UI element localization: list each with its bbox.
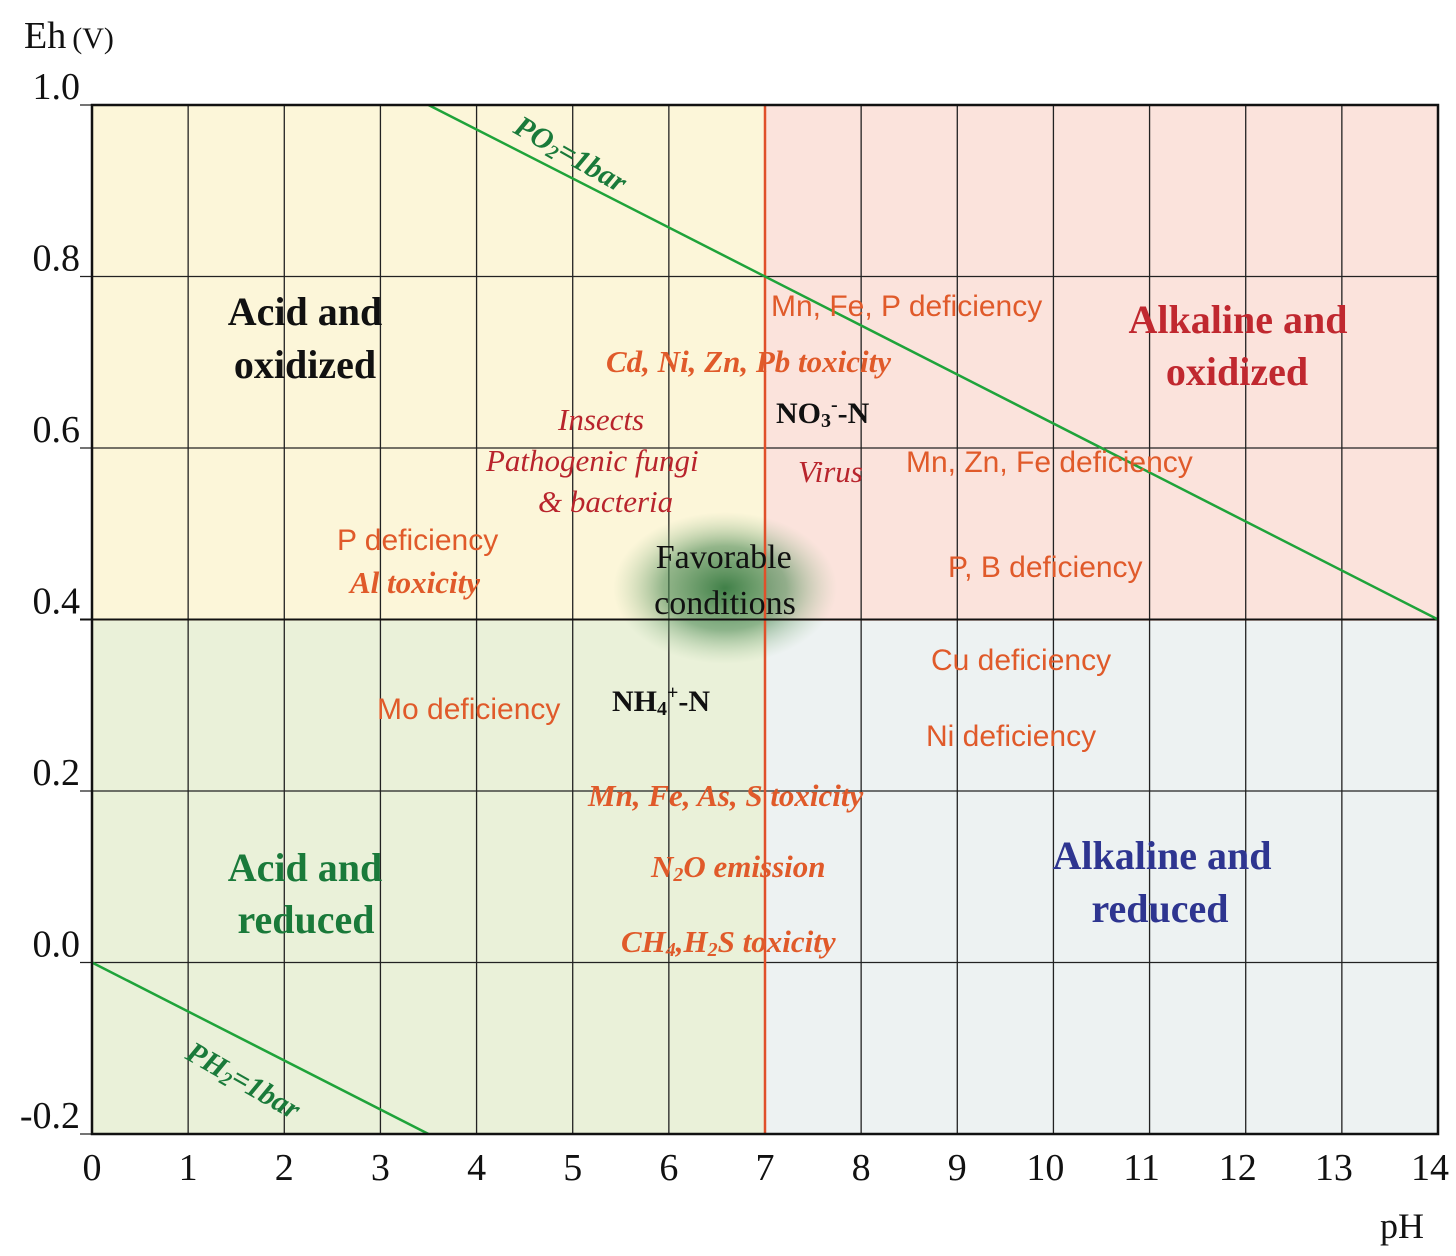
x-tick-label: 13 — [1315, 1147, 1353, 1189]
cd-ni-zn-pb-toxicity: Cd, Ni, Zn, Pb toxicity — [606, 344, 891, 379]
y-tick-label: -0.2 — [20, 1095, 80, 1137]
x-tick-label: 14 — [1411, 1147, 1449, 1189]
mn-zn-fe-deficiency: Mn, Zn, Fe deficiency — [906, 446, 1193, 479]
acid-reduced-zone — [92, 621, 766, 1134]
favorable-zone-blob — [613, 512, 837, 664]
x-tick-label: 6 — [659, 1147, 678, 1189]
mo-deficiency: Mo deficiency — [377, 693, 560, 726]
x-axis-title: pH — [1380, 1206, 1424, 1246]
p-b-deficiency: P, B deficiency — [948, 551, 1143, 584]
x-tick-labels: 0 1 2 3 4 5 6 7 8 9 10 11 12 13 14 — [83, 1147, 1450, 1189]
pathogenic-fungi: Pathogenic fungi — [485, 443, 699, 478]
ch4-h2s-toxicity: CH4,H2S toxicity — [621, 924, 836, 961]
x-tick-label: 7 — [756, 1147, 775, 1189]
cu-deficiency: Cu deficiency — [931, 644, 1111, 677]
alkaline-oxidized-label: Alkaline and oxidized — [1129, 297, 1358, 394]
x-tick-label: 3 — [371, 1147, 390, 1189]
ph2-boundary-line — [91, 961, 430, 1136]
y-axis-title: Eh (V) — [24, 15, 114, 57]
y-tick-label: 0.0 — [33, 924, 81, 966]
virus: Virus — [798, 454, 863, 489]
insects: Insects — [557, 402, 644, 437]
x-tick-label: 11 — [1123, 1147, 1160, 1189]
ni-deficiency: Ni deficiency — [926, 720, 1096, 753]
x-tick-label: 0 — [83, 1147, 102, 1189]
plot-frame — [90, 103, 1440, 1136]
alkaline-reduced-label: Alkaline and reduced — [1053, 833, 1282, 931]
p-deficiency: P deficiency — [337, 524, 498, 557]
x-tick-label: 10 — [1026, 1147, 1064, 1189]
y-tick-label: 0.8 — [33, 238, 81, 280]
x-tick-label: 5 — [563, 1147, 582, 1189]
bacteria: & bacteria — [538, 484, 673, 519]
x-tick-label: 8 — [852, 1147, 871, 1189]
favorable-conditions-label: Favorable conditions — [654, 539, 800, 622]
y-tick-label: 0.4 — [33, 581, 81, 623]
n2o-emission: N2O emission — [650, 849, 826, 886]
y-tick-label: 0.2 — [33, 752, 81, 794]
y-tick-label: 1.0 — [33, 66, 81, 108]
mn-fe-p-deficiency: Mn, Fe, P deficiency — [771, 290, 1042, 323]
al-toxicity: Al toxicity — [348, 565, 480, 600]
y-tick-label: 0.6 — [33, 409, 81, 451]
mn-fe-as-s-toxicity: Mn, Fe, As, S toxicity — [587, 778, 864, 813]
x-tick-label: 1 — [179, 1147, 198, 1189]
alkaline-reduced-zone — [766, 621, 1438, 1134]
acid-reduced-label: Acid and reduced — [228, 845, 393, 942]
y-tick-labels: 1.0 0.8 0.6 0.4 0.2 0.0 -0.2 — [20, 66, 80, 1137]
x-tick-label: 4 — [467, 1147, 486, 1189]
po2-boundary-line — [427, 103, 1439, 621]
x-tick-label: 12 — [1219, 1147, 1257, 1189]
alkaline-oxidized-zone — [766, 105, 1438, 621]
x-tick-label: 9 — [948, 1147, 967, 1189]
acid-oxidized-label: Acid and oxidized — [228, 289, 393, 387]
nitrate-n: NO3--N — [776, 394, 870, 432]
ammonium-n: NH4+-N — [612, 682, 710, 720]
x-tick-label: 2 — [275, 1147, 294, 1189]
